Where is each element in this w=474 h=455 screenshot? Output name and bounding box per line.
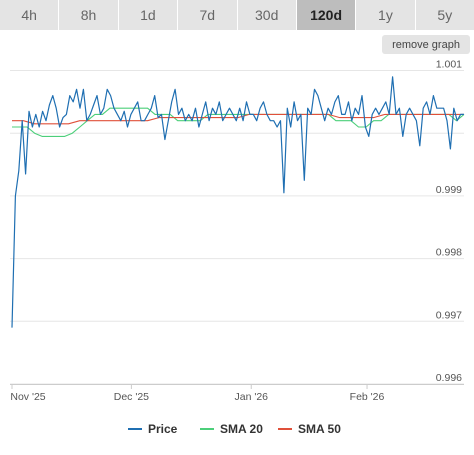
y-tick-label: 0.999 [436,184,462,196]
x-tick-label: Dec '25 [114,391,149,403]
range-tab-5y[interactable]: 5y [415,0,474,30]
range-tabs: 4h 8h 1d 7d 30d 120d 1y 5y [0,0,474,30]
remove-graph-button[interactable]: remove graph [382,35,470,54]
chart-legend: Price SMA 20 SMA 50 [128,422,341,436]
price-chart: 0.996 0.997 0.998 0.999 1.001 Nov '25 Dec '25… [10,59,465,436]
range-tab-7d[interactable]: 7d [178,0,238,30]
y-tick-label: 0.996 [436,372,462,384]
y-axis-ticks: 0.996 0.997 0.998 0.999 1.001 [436,59,462,384]
y-tick-label: 0.997 [436,309,462,321]
legend-item-sma-50[interactable]: SMA 50 [298,422,341,436]
range-tab-4h[interactable]: 4h [0,0,60,30]
legend-item-price[interactable]: Price [148,422,178,436]
y-tick-label: 0.998 [436,247,462,259]
series-line-price [11,76,464,328]
x-axis-ticks: Nov '25 Dec '25 Jan '26 Feb '26 [10,384,464,403]
range-tab-1y[interactable]: 1y [356,0,416,30]
legend-item-sma-20[interactable]: SMA 20 [220,422,263,436]
x-tick-label: Nov '25 [10,391,45,403]
range-tab-1d[interactable]: 1d [118,0,179,30]
y-tick-label: 1.001 [436,59,462,71]
range-tab-120d[interactable]: 120d [296,0,357,30]
range-tab-8h[interactable]: 8h [59,0,119,30]
x-tick-label: Jan '26 [234,391,268,403]
chart-series [11,76,465,328]
x-tick-label: Feb '26 [350,391,385,403]
range-tab-30d[interactable]: 30d [237,0,297,30]
